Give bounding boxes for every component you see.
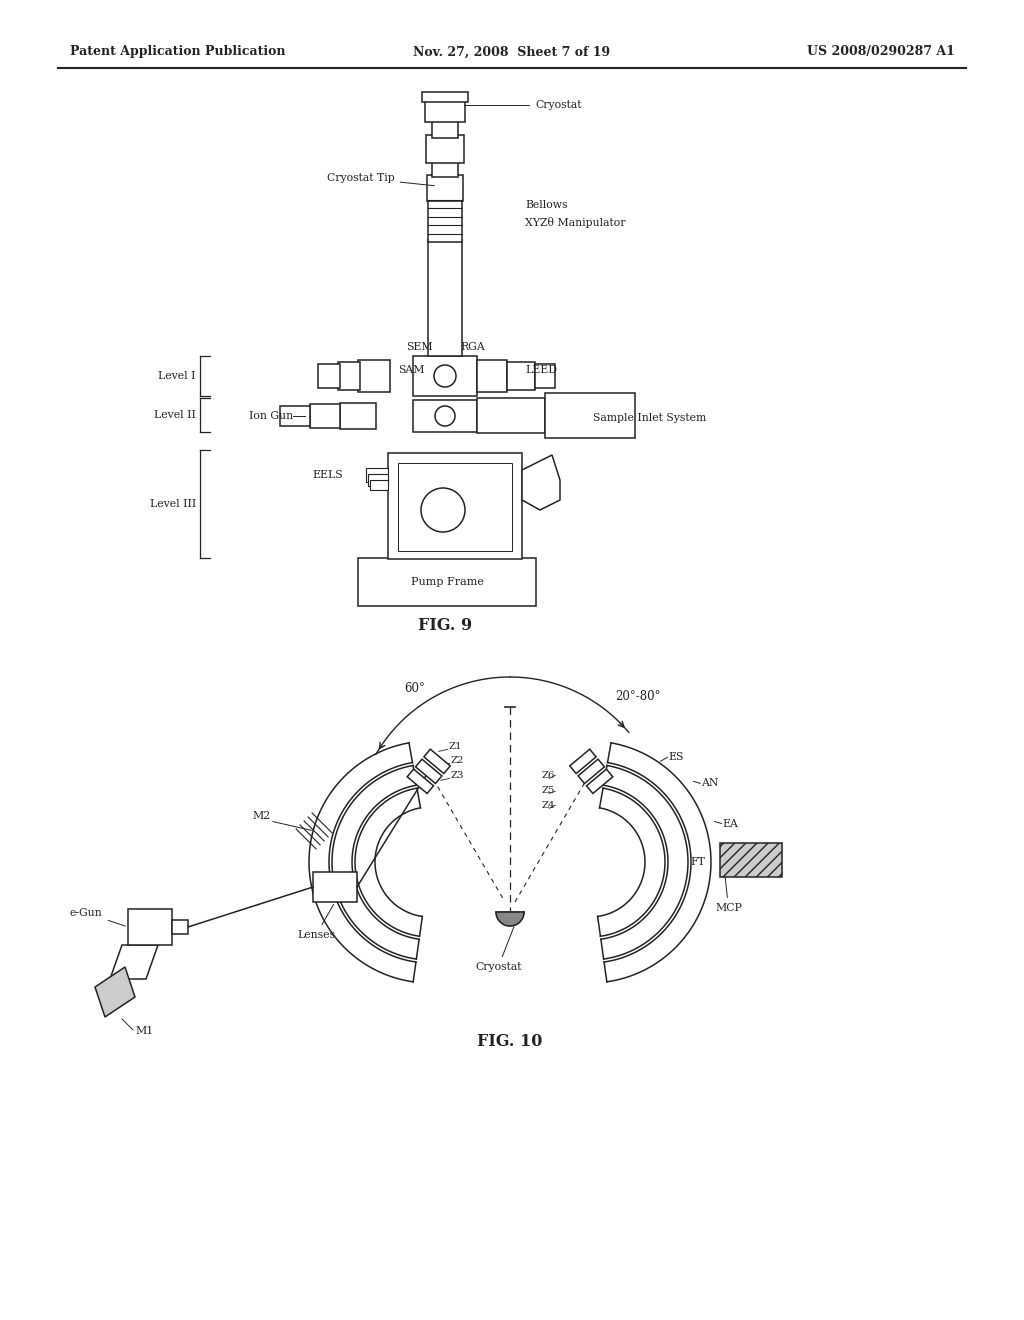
Polygon shape <box>601 766 688 960</box>
Text: Cryostat Tip: Cryostat Tip <box>327 173 434 186</box>
Text: SEM: SEM <box>407 342 433 352</box>
Bar <box>128 909 172 945</box>
Bar <box>172 920 188 935</box>
Text: 60°: 60° <box>404 682 425 696</box>
Text: Z3: Z3 <box>451 771 464 780</box>
Bar <box>370 480 388 490</box>
Polygon shape <box>110 945 158 979</box>
Text: Pump Frame: Pump Frame <box>411 577 483 587</box>
Text: LEED: LEED <box>525 366 557 375</box>
Bar <box>720 843 782 876</box>
Text: Z6: Z6 <box>542 771 555 780</box>
Bar <box>338 362 360 389</box>
Text: FT: FT <box>690 857 705 867</box>
Text: Z4: Z4 <box>542 801 555 810</box>
Text: AN: AN <box>701 779 719 788</box>
Text: FIG. 10: FIG. 10 <box>477 1034 543 1051</box>
Polygon shape <box>598 788 665 936</box>
Polygon shape <box>332 766 419 960</box>
Polygon shape <box>579 759 604 784</box>
Polygon shape <box>95 968 135 1016</box>
Bar <box>425 100 465 121</box>
Bar <box>428 201 462 242</box>
Text: M1: M1 <box>135 1026 154 1036</box>
Bar <box>427 176 463 201</box>
Text: Level I: Level I <box>159 371 196 381</box>
Bar <box>535 364 555 388</box>
Bar <box>398 463 512 550</box>
Polygon shape <box>496 912 524 927</box>
Text: e-Gun: e-Gun <box>70 908 125 927</box>
Bar <box>318 364 340 388</box>
Text: Nov. 27, 2008  Sheet 7 of 19: Nov. 27, 2008 Sheet 7 of 19 <box>414 45 610 58</box>
Bar <box>313 873 357 902</box>
Text: EA: EA <box>723 818 738 829</box>
Bar <box>280 407 310 426</box>
Text: 20°-80°: 20°-80° <box>615 690 660 704</box>
Text: M2: M2 <box>252 810 270 821</box>
Circle shape <box>435 407 455 426</box>
Bar <box>432 160 458 177</box>
Text: ES: ES <box>669 752 684 762</box>
Text: FIG. 9: FIG. 9 <box>418 616 472 634</box>
Bar <box>368 474 388 486</box>
Text: MCP: MCP <box>715 878 741 913</box>
Text: SAM: SAM <box>398 366 425 375</box>
Circle shape <box>434 366 456 387</box>
Text: Patent Application Publication: Patent Application Publication <box>70 45 286 58</box>
Text: Cryostat: Cryostat <box>464 100 582 110</box>
Polygon shape <box>309 743 416 982</box>
Bar <box>432 120 458 139</box>
Polygon shape <box>604 743 711 982</box>
Bar <box>428 240 462 356</box>
Bar <box>413 400 477 432</box>
Polygon shape <box>522 455 560 510</box>
Text: Cryostat: Cryostat <box>475 927 521 972</box>
Bar <box>507 362 535 389</box>
Polygon shape <box>569 750 596 774</box>
Text: Z2: Z2 <box>451 756 464 766</box>
Bar <box>366 469 388 482</box>
Text: Bellows: Bellows <box>525 201 567 210</box>
Text: EELS: EELS <box>312 470 343 480</box>
Bar <box>477 399 545 433</box>
Bar <box>358 360 390 392</box>
Polygon shape <box>355 788 422 936</box>
Text: XYZθ Manipulator: XYZθ Manipulator <box>525 216 626 227</box>
Text: Sample Inlet System: Sample Inlet System <box>593 413 707 422</box>
Bar <box>413 356 477 396</box>
Polygon shape <box>416 759 442 784</box>
Text: Z5: Z5 <box>542 787 555 796</box>
Polygon shape <box>587 770 612 793</box>
Polygon shape <box>424 750 451 774</box>
Text: Ion Gun: Ion Gun <box>249 411 293 421</box>
Text: Level III: Level III <box>150 499 196 510</box>
Text: RGA: RGA <box>460 342 484 352</box>
Bar <box>310 404 340 428</box>
Circle shape <box>421 488 465 532</box>
Bar <box>477 360 507 392</box>
Text: US 2008/0290287 A1: US 2008/0290287 A1 <box>807 45 955 58</box>
Text: Level II: Level II <box>155 411 196 420</box>
Bar <box>358 558 536 606</box>
Bar <box>426 135 464 162</box>
Text: Z1: Z1 <box>449 742 462 751</box>
Bar <box>545 393 635 438</box>
Text: Lenses: Lenses <box>297 904 335 940</box>
Bar <box>388 453 522 558</box>
Polygon shape <box>408 770 433 793</box>
Bar <box>422 92 468 102</box>
Bar <box>340 403 376 429</box>
